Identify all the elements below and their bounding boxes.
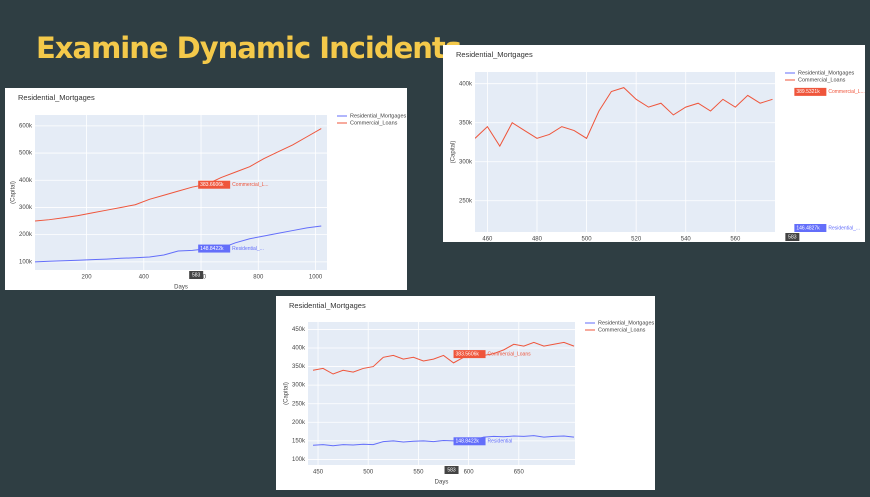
y-tick-label: 300k [459, 159, 473, 165]
series-line [475, 87, 773, 148]
chart-title: Residential_Mortgages [18, 93, 95, 102]
legend-label: Commercial_Loans [350, 120, 398, 126]
hover-x-label: 583 [192, 272, 201, 278]
x-tick-label: 480 [532, 237, 543, 243]
x-axis-label: Days [174, 285, 188, 291]
plot-area [308, 322, 575, 465]
legend-label: Commercial_Loans [798, 77, 846, 83]
series-line [312, 435, 575, 447]
hover-value: 383.6606k [200, 182, 224, 188]
y-tick-label: 400k [459, 81, 473, 87]
hover-box [794, 87, 827, 96]
hover-box [198, 180, 231, 189]
hover-box [794, 224, 827, 232]
chart-title: Residential_Mortgages [289, 301, 366, 310]
y-tick-label: 200k [292, 420, 306, 426]
chart-title: Residential_Mortgages [456, 50, 533, 59]
y-axis-label: (Capital) [451, 141, 457, 164]
x-tick-label: 800 [253, 275, 264, 281]
x-tick-label: 500 [363, 470, 374, 476]
y-tick-label: 500k [19, 151, 33, 157]
x-tick-label: 400 [139, 275, 150, 281]
x-tick-label: 560 [730, 237, 741, 243]
x-tick-label: 450 [313, 470, 324, 476]
chart: Residential_Mortgages 100k 150k 200k 250k 300… [276, 296, 655, 490]
y-axis-label: (Capital) [284, 382, 290, 405]
hover-x-box [785, 233, 800, 241]
y-tick-label: 450k [292, 327, 306, 333]
hover-x-label: 583 [447, 467, 456, 473]
y-tick-label: 100k [292, 457, 306, 463]
x-tick-label: 1000 [309, 275, 323, 281]
x-tick-label: 500 [582, 237, 593, 243]
y-tick-label: 150k [292, 438, 306, 444]
hover-name: Commercial_L... [232, 182, 268, 188]
legend-label: Residential_Mortgages [350, 113, 407, 119]
hover-value: 148.8422k [456, 439, 480, 445]
hover-value: 148.8422k [200, 246, 224, 252]
x-tick-label: 650 [514, 470, 525, 476]
hover-x-box [189, 271, 204, 279]
series-line [35, 225, 322, 263]
y-tick-label: 350k [292, 364, 306, 370]
slide-title: Examine Dynamic Incidents [36, 31, 461, 65]
y-tick-label: 250k [292, 401, 306, 407]
hover-x-box [444, 466, 459, 474]
legend-label: Residential_Mortgages [598, 320, 655, 326]
hover-value: 389.5321k [796, 89, 820, 95]
y-tick-label: 400k [292, 346, 306, 352]
plot-area [35, 115, 327, 270]
legend-label: Residential_Mortgages [798, 70, 855, 76]
y-axis-label: (Capital) [11, 181, 17, 204]
plot-area [475, 72, 775, 232]
hover-name: Residential_... [232, 246, 264, 252]
x-tick-label: 540 [681, 237, 692, 243]
x-axis-label: Days [435, 480, 449, 486]
hover-x-label: 583 [788, 234, 797, 240]
x-tick-label: 460 [482, 237, 493, 243]
legend-label: Commercial_Loans [598, 327, 646, 333]
series-line [312, 341, 575, 375]
hover-box [453, 350, 486, 359]
y-tick-label: 100k [19, 259, 33, 265]
y-tick-label: 300k [292, 383, 306, 389]
y-tick-label: 350k [459, 120, 473, 126]
x-tick-label: 550 [413, 470, 424, 476]
hover-value: 146.4827k [796, 225, 820, 231]
x-tick-label: 600 [464, 470, 475, 476]
hover-name: Residential_... [828, 225, 860, 231]
chart: Residential_Mortgages 250k 300k 350k 400k 460… [443, 45, 865, 243]
hover-name: Residential [488, 439, 513, 445]
x-tick-label: 200 [82, 275, 93, 281]
y-tick-label: 600k [19, 123, 33, 129]
chart: Residential_Mortgages 100k 200k 300k 400k 500… [5, 88, 407, 291]
hover-name: Commercial_Loans [488, 351, 532, 357]
y-tick-label: 300k [19, 205, 33, 211]
hover-box [198, 244, 231, 253]
x-tick-label: 520 [631, 237, 642, 243]
y-tick-label: 250k [459, 198, 473, 204]
y-tick-label: 400k [19, 178, 33, 184]
series-line [35, 128, 322, 222]
hover-box [453, 437, 486, 446]
y-tick-label: 200k [19, 232, 33, 238]
hover-name: Commercial_L... [828, 89, 864, 95]
hover-value: 383.5606k [456, 351, 480, 357]
